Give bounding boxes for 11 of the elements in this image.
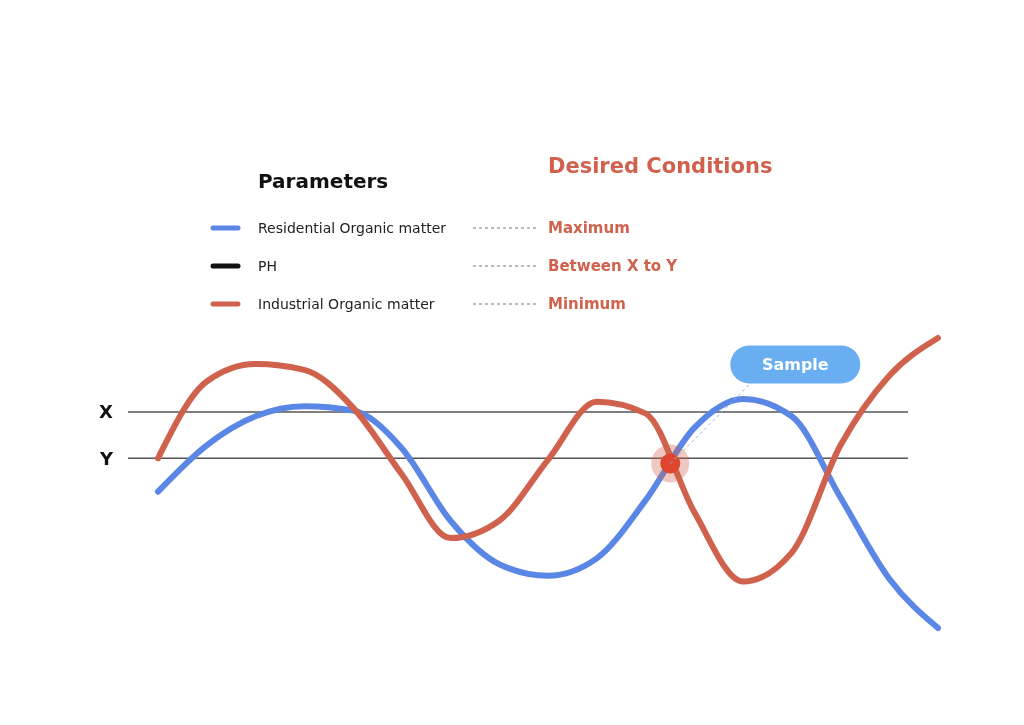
ref-line-label: X: [99, 401, 114, 423]
legend-title: Parameters: [258, 169, 389, 193]
annotation: Sample: [761, 355, 829, 375]
legend-label: Industrial Organic matter: [258, 295, 435, 312]
legend-label: PH: [258, 257, 277, 274]
text: Maximum: [548, 219, 630, 238]
ref-line-label: Y: [98, 447, 114, 469]
text: Between X to Y: [548, 257, 679, 276]
legend-label: Residential Organic matter: [258, 219, 447, 236]
text: Minimum: [548, 295, 626, 314]
text: Desired Conditions: [548, 154, 773, 178]
